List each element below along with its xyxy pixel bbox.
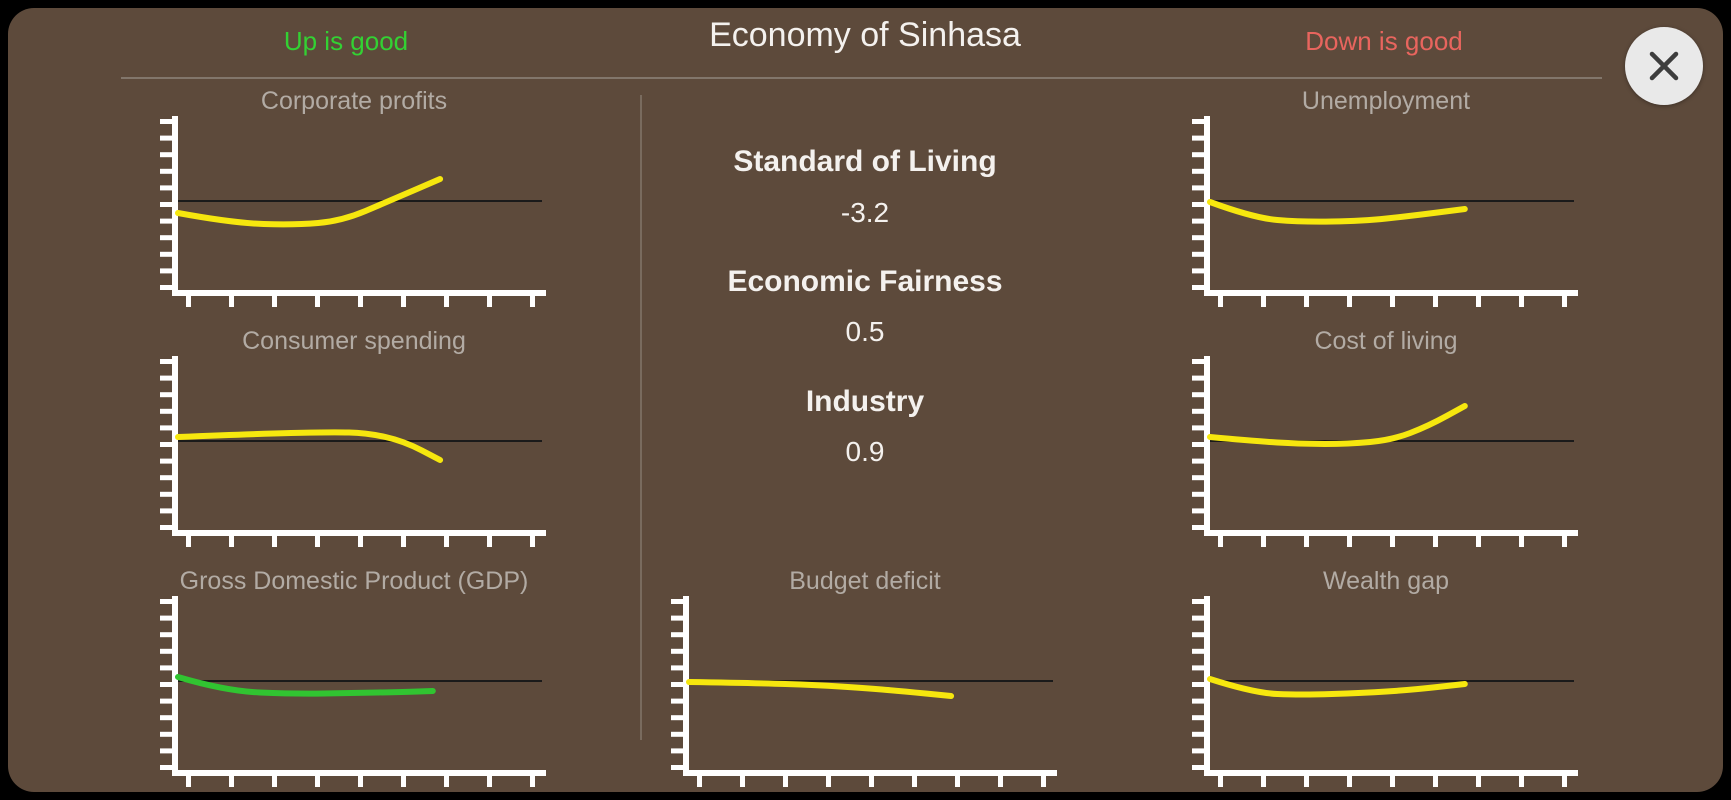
chart-unemployment: Unemployment: [1190, 86, 1582, 316]
chart-gdp: Gross Domestic Product (GDP): [158, 566, 550, 796]
chart-title: Corporate profits: [260, 87, 448, 115]
chart-plot-consumer-spending: [160, 356, 546, 547]
page-title: Economy of Sinhasa: [709, 16, 1021, 54]
down-is-good-label: Down is good: [1305, 26, 1463, 56]
close-icon: [1649, 51, 1679, 81]
chart-title: Wealth gap: [1322, 567, 1449, 595]
chart-title: Unemployment: [1301, 87, 1471, 115]
header-divider: [121, 77, 1602, 79]
column-divider: [640, 95, 642, 740]
stat-label-industry: Industry: [805, 385, 925, 418]
chart-plot-wealth-gap: [1192, 596, 1578, 787]
stat-value-industry: 0.9: [845, 436, 885, 467]
stat-label-standard-of-living: Standard of Living: [733, 145, 997, 178]
stat-label-economic-fairness: Economic Fairness: [727, 265, 1003, 298]
close-button[interactable]: [1625, 27, 1703, 105]
chart-budget-deficit: Budget deficit: [669, 566, 1061, 796]
chart-wealth-gap: Wealth gap: [1190, 566, 1582, 796]
chart-plot-budget-deficit: [671, 596, 1057, 787]
chart-plot-gdp: [160, 596, 546, 787]
chart-title: Cost of living: [1314, 327, 1458, 355]
chart-corporate-profits: Corporate profits: [158, 86, 550, 316]
chart-plot-corporate-profits: [160, 116, 546, 307]
chart-plot-unemployment: [1192, 116, 1578, 307]
stats-panel: Standard of Living -3.2 Economic Fairnes…: [615, 0, 1115, 520]
chart-cost-of-living: Cost of living: [1190, 326, 1582, 556]
stat-value-standard-of-living: -3.2: [840, 197, 890, 228]
chart-title: Budget deficit: [789, 567, 941, 595]
chart-title: Consumer spending: [242, 327, 466, 355]
economy-panel-background: [8, 8, 1723, 792]
stat-value-economic-fairness: 0.5: [845, 316, 885, 347]
chart-consumer-spending: Consumer spending: [158, 326, 550, 556]
chart-title: Gross Domestic Product (GDP): [179, 567, 529, 595]
up-is-good-label: Up is good: [283, 26, 409, 56]
chart-plot-cost-of-living: [1192, 356, 1578, 547]
